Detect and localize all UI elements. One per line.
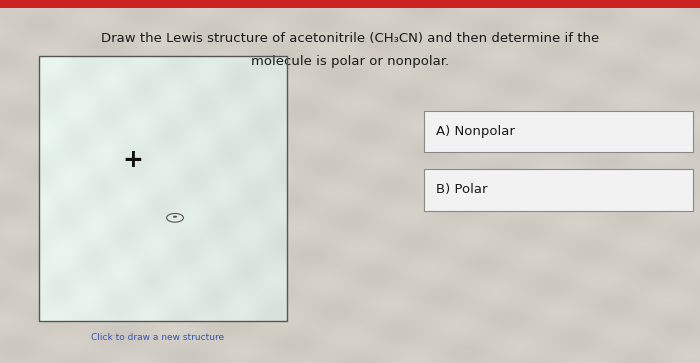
Text: molecule is polar or nonpolar.: molecule is polar or nonpolar. (251, 55, 449, 68)
Bar (424, 169, 693, 211)
Bar (424, 111, 693, 152)
Bar (0, 0, 700, 8)
Bar (38, 56, 287, 321)
Text: B) Polar: B) Polar (436, 183, 488, 196)
Text: Draw the Lewis structure of acetonitrile (CH₃CN) and then determine if the: Draw the Lewis structure of acetonitrile… (101, 32, 599, 45)
Text: Click to draw a new structure: Click to draw a new structure (91, 333, 224, 342)
Text: +: + (122, 148, 144, 172)
Circle shape (173, 216, 177, 218)
Text: A) Nonpolar: A) Nonpolar (436, 125, 515, 138)
